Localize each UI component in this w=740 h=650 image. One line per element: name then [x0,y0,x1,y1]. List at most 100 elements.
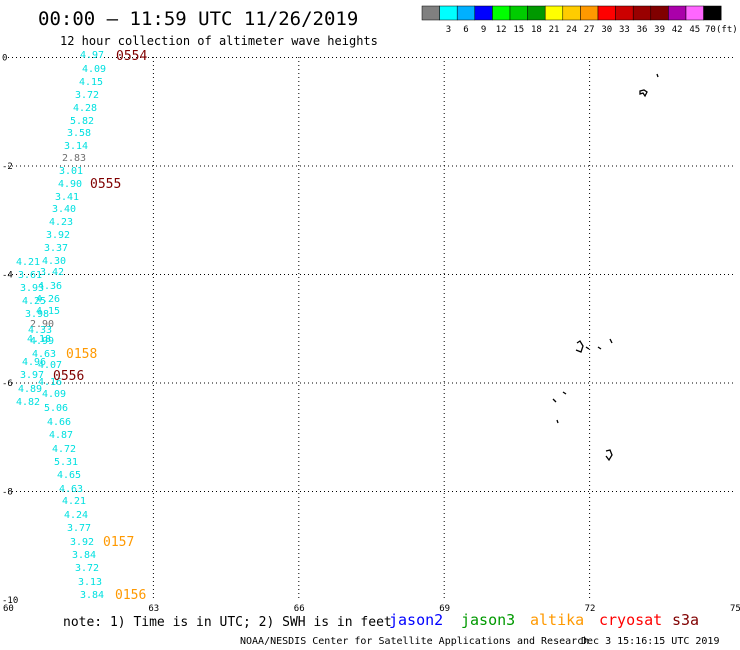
swh-label: 4.66 [47,417,71,428]
pass-time-label: 0156 [115,588,146,603]
pass-time-label: 0554 [116,49,147,64]
island-north [639,89,648,98]
x-tick-label: 69 [439,604,450,614]
swh-label: 4.63 [32,349,56,360]
swh-label: 4.99 [30,336,54,347]
legend-swatch [421,5,440,21]
swh-label: 3.42 [40,267,64,278]
satellite-s3a: s3a [672,611,699,629]
legend-label: 18 [531,25,542,35]
swh-label: 5.82 [70,116,94,127]
swh-label: 4.97 [80,50,104,61]
legend-label: 27 [584,25,595,35]
legend-label: 39 [654,25,665,35]
swh-label: 3.98 [25,309,49,320]
swh-label: 4.72 [52,444,76,455]
legend-label: 42 [672,25,683,35]
legend-swatch [685,5,704,21]
swh-label: 4.07 [38,360,62,371]
footer-timestamp: Dec 3 15:16:15 UTC 2019 [581,636,719,647]
swh-label: 4.21 [16,257,40,268]
satellite-legend: jason2 jason3 altika cryosat s3a [389,611,699,629]
legend-label: 21 [549,25,560,35]
swh-label: 3.97 [20,370,44,381]
satellite-altika: altika [530,611,584,629]
legend-label: 6 [463,25,468,35]
swh-label: 3.58 [67,128,91,139]
swh-label: 3.41 [55,192,79,203]
legend-swatch [597,5,616,21]
page-title: 00:00 – 11:59 UTC 11/26/2019 [38,8,358,30]
swh-label: 3.13 [78,577,102,588]
swh-label: 3.84 [80,590,104,601]
legend-swatch [456,5,476,21]
swh-label: 4.24 [64,510,88,521]
swh-label: 4.15 [79,77,103,88]
swh-label: 3.01 [59,166,83,177]
island-chagos [575,340,584,353]
swh-label: 3.40 [52,204,76,215]
wave-height-labels: 4.97 4.09 4.15 3.72 4.28 5.823.58 3.142.83 3.01… [16,50,106,601]
swh-label: 2.83 [62,153,86,164]
legend-label: 3 [446,25,451,35]
island-chagos [609,338,613,344]
swh-label: 3.72 [75,90,99,101]
satellite-cryosat: cryosat [599,611,662,629]
legend-label: 33 [619,25,630,35]
swh-label: 4.16 [38,377,62,388]
legend-swatch [615,5,634,21]
swh-label: 5.06 [44,403,68,414]
legend-label: 12 [496,25,507,35]
swh-label: 4.65 [57,470,81,481]
legend-label: 70 [705,25,716,35]
island-chagos [597,346,602,350]
y-tick-label: 0 [2,54,7,64]
island-south [556,419,559,424]
swh-label: 4.09 [82,64,106,75]
swh-label: 4.09 [42,389,66,400]
swh-label: 3.92 [70,537,94,548]
legend-swatch [580,5,599,21]
legend-swatch [492,5,511,21]
x-tick-label: 63 [148,604,159,614]
swh-label: 3.61 [18,270,42,281]
legend-swatch [527,5,546,21]
swh-label: 4.23 [49,217,73,228]
swh-label: 4.28 [73,103,97,114]
x-tick-label: 75 [730,604,740,614]
time-labels: 0554 0555 0556 0158 0157 0156 [53,49,147,603]
legend-unit: (ft) [716,25,738,35]
footer-note: note: 1) Time is in UTC; 2) SWH is in fe… [63,615,392,630]
swh-label: 4.30 [42,256,66,267]
map-grid [8,57,735,600]
satellite-jason3: jason3 [461,611,515,629]
legend-swatch [668,5,687,21]
swh-label: 4.36 [38,281,62,292]
legend-swatch [703,5,722,21]
pass-time-label: 0556 [53,369,84,384]
legend-label: 15 [513,25,524,35]
islands [552,73,659,462]
x-tick-label: 72 [585,604,596,614]
island-north [656,73,659,78]
legend-swatch [562,5,581,21]
swh-label: 4.21 [62,496,86,507]
legend-label: 30 [601,25,612,35]
swh-label: 4.25 [22,296,46,307]
swh-label: 4.63 [59,484,83,495]
swh-label: 4.96 [22,357,46,368]
legend-swatch [439,5,458,21]
y-tick-label: -8 [2,488,13,498]
legend-label: 24 [566,25,577,35]
swh-label: 4.90 [58,179,82,190]
island-diego [605,449,613,462]
swh-label: 4.89 [18,384,42,395]
satellite-jason2: jason2 [389,611,443,629]
island-chagos [585,346,590,350]
y-tick-label: -10 [2,596,18,606]
swh-label: 4.26 [36,294,60,305]
page-subtitle: 12 hour collection of altimeter wave hei… [60,34,378,48]
swh-label: 3.14 [64,141,88,152]
